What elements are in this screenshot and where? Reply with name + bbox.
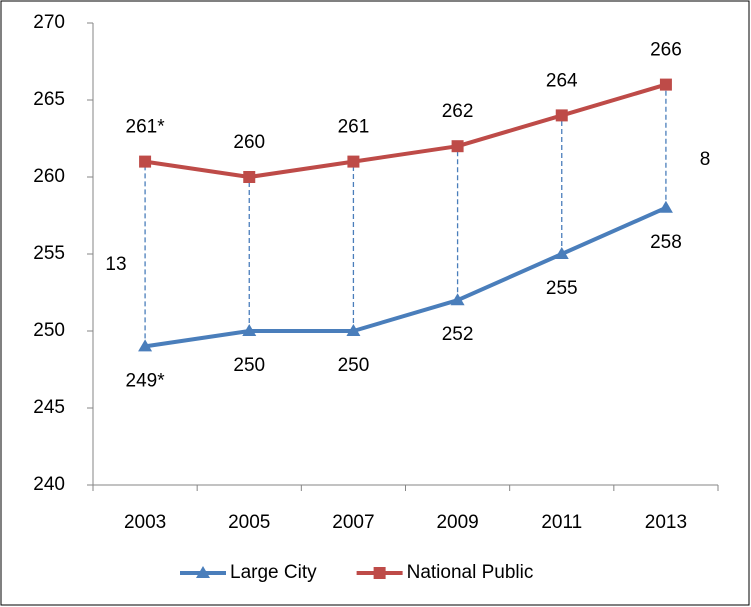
annotation: 8	[700, 149, 711, 170]
x-tick-label: 2009	[436, 512, 478, 533]
series-line	[144, 82, 667, 179]
data-label: 266	[650, 40, 682, 61]
marker	[554, 247, 569, 259]
x-tick-label: 2007	[332, 512, 374, 533]
marker	[555, 109, 568, 122]
marker	[659, 78, 672, 91]
marker	[347, 155, 360, 168]
y-tick-label: 255	[33, 243, 65, 264]
marker	[373, 567, 386, 579]
y-tick-label: 250	[33, 320, 65, 341]
data-label: 255	[546, 278, 578, 299]
data-label: 250	[338, 355, 370, 376]
data-label: 252	[442, 324, 474, 345]
x-tick-label: 2005	[228, 512, 270, 533]
series-line	[144, 205, 667, 349]
data-label: 261	[338, 117, 370, 138]
y-tick-label: 270	[33, 12, 65, 33]
data-label: 264	[546, 70, 578, 91]
y-tick-label: 240	[33, 474, 65, 495]
x-tick-label: 2011	[541, 512, 582, 533]
marker	[242, 324, 257, 336]
marker	[138, 339, 153, 352]
annotation: 13	[105, 254, 126, 275]
legend-label: National Public	[407, 562, 534, 583]
data-label: 261*	[126, 117, 166, 138]
y-tick-label: 245	[33, 397, 65, 418]
data-label: 262	[442, 101, 474, 122]
marker	[451, 140, 464, 153]
y-tick-label: 265	[33, 89, 65, 110]
data-label: 258	[650, 232, 682, 253]
data-label: 249*	[126, 370, 166, 391]
legend-label: Large City	[230, 562, 317, 583]
x-tick-label: 2013	[645, 512, 687, 533]
marker	[243, 171, 256, 183]
x-tick-label: 2003	[124, 512, 166, 533]
marker	[139, 155, 152, 168]
marker	[450, 293, 465, 306]
y-tick-label: 260	[33, 166, 65, 187]
marker	[658, 200, 673, 213]
marker	[346, 324, 361, 336]
data-label: 260	[233, 132, 265, 153]
data-label: 250	[233, 355, 265, 376]
marker	[196, 566, 210, 578]
